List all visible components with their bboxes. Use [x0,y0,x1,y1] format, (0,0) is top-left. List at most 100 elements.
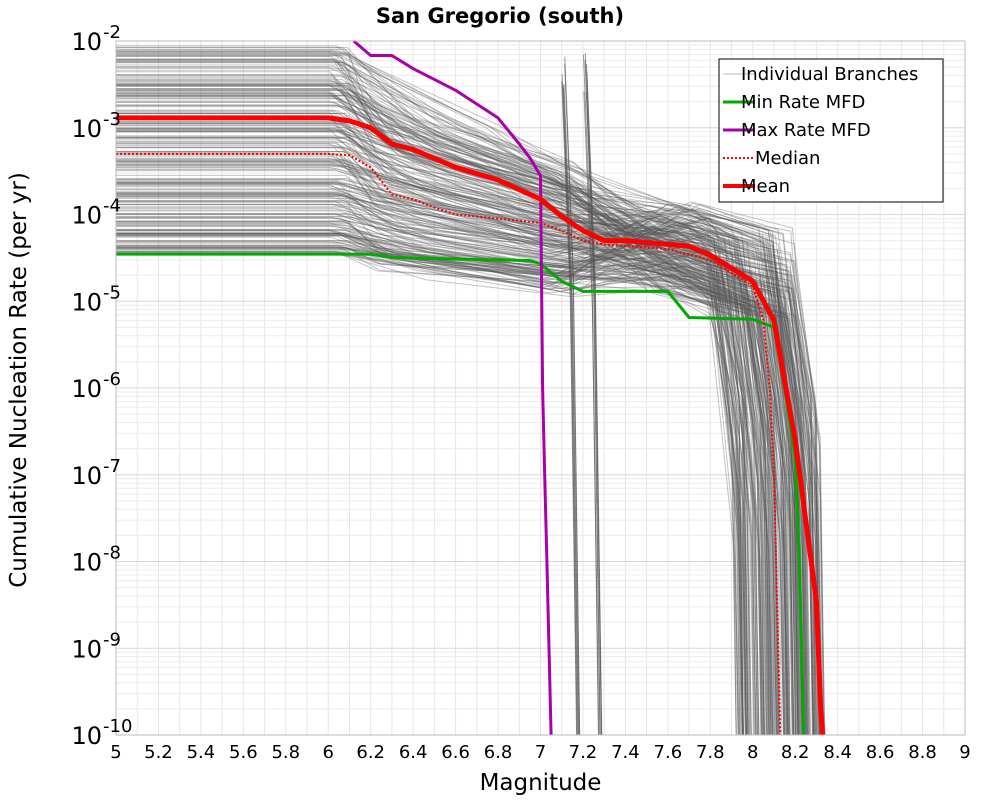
x-tick-label: 8.8 [908,742,937,763]
branch-line [116,231,742,736]
legend-label: Median [755,148,820,169]
branch-line [116,201,780,736]
branch-line [116,50,770,736]
y-tick-label: 10 [71,28,102,56]
branch-line [116,121,821,736]
y-tick-label: 10 [71,115,102,143]
branch-line [116,203,801,736]
branch-line [116,97,825,736]
branch-line [116,131,786,736]
y-tick-exponent: -5 [103,282,121,303]
branch-line [116,226,763,736]
branch-line [116,154,820,736]
branch-line [116,137,744,736]
x-tick-label: 8 [747,742,758,763]
branch-line [116,195,768,736]
x-tick-label: 7.2 [569,742,598,763]
series-min-rate-mfd [116,252,806,736]
branch-line [116,229,737,736]
branch-line [116,58,821,736]
branch-line [116,182,755,736]
branch-line [116,95,764,736]
branch-line [116,123,771,736]
branch-line [116,58,770,736]
plot-frame [115,40,966,736]
branch-line [116,232,823,736]
branch-line [116,217,795,736]
branch-line [116,84,789,736]
branch-line [116,215,799,736]
branch-line [116,143,803,736]
x-tick-label: 9 [959,742,970,763]
branch-line [116,234,816,736]
branch-line [116,185,819,736]
x-tick-label: 7.6 [654,742,683,763]
branch-line [116,160,767,736]
branch-line [116,164,795,736]
branch-line [116,85,774,736]
branch-line [116,226,770,736]
branch-line [116,136,744,736]
branch-line [116,225,739,736]
branch-line [116,124,780,736]
y-tick-label: 10 [71,288,102,316]
branch-line [116,178,762,736]
y-tick-exponent: -3 [103,109,121,130]
branch-line [116,207,810,736]
branch-line [563,84,580,736]
branch-line [116,247,778,736]
y-tick-exponent: -10 [103,716,132,737]
branch-line [116,221,801,736]
branch-line [116,204,763,736]
legend-label: Min Rate MFD [741,92,865,113]
branch-line [116,179,778,736]
branch-line [116,55,777,736]
branch-line [116,141,778,736]
branch-line [116,201,778,736]
branch-line [116,220,749,736]
branch-line [116,241,821,736]
branch-line [116,69,815,736]
branch-line [116,193,819,736]
y-tick-label: 10 [71,549,102,577]
branch-line [116,55,818,736]
branch-line [116,76,744,736]
branch-line [116,209,745,736]
branch-line [116,49,752,736]
branch-line [116,165,806,736]
branch-line [116,151,821,736]
branch-line [116,93,806,736]
series-median [116,152,782,736]
x-tick-label: 5 [110,742,121,763]
branch-line [116,158,760,736]
branch-line [116,147,744,736]
x-tick-label: 5.4 [187,742,216,763]
y-ticks: 10-210-310-410-510-610-710-810-910-10 [71,22,132,750]
branch-line [116,101,788,736]
branch-line [116,220,740,736]
y-tick-exponent: -4 [103,196,121,217]
branch-line [116,89,807,736]
branch-line [116,82,786,736]
y-tick-label: 10 [71,202,102,230]
branch-line [116,163,749,736]
legend-box [718,58,944,203]
branch-line [564,56,581,736]
x-tick-label: 5.2 [144,742,173,763]
branch-line [116,182,826,736]
branch-line [116,213,759,736]
branch-line [116,213,820,736]
branch-line [116,90,737,736]
x-tick-label: 6.8 [484,742,513,763]
branch-line [116,227,763,736]
legend: Individual Branches Min Rate MFD Max Rate … [718,58,944,203]
y-tick-label: 10 [71,375,102,403]
branch-line [116,242,824,736]
branch-line [116,105,774,736]
branch-line [116,189,787,736]
branch-line [116,136,744,736]
branch-line [116,159,758,736]
branch-line [116,84,786,736]
branch-line [116,195,813,736]
branch-line [116,85,741,736]
